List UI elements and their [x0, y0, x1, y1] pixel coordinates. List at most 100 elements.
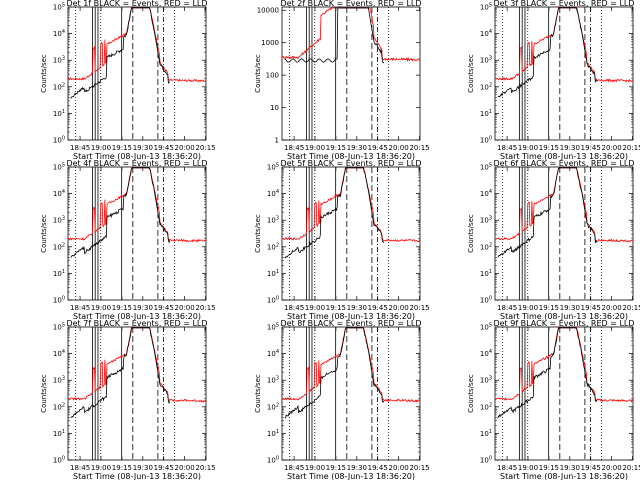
y-tick-label: 1	[275, 137, 279, 145]
panel-title: Det 6f BLACK = Events, RED = LLD	[493, 159, 634, 168]
x-tick-label: 19:30	[347, 464, 367, 472]
y-tick-label: 100	[53, 136, 65, 145]
x-tick-label: 19:00	[305, 144, 325, 152]
events-series-line	[284, 327, 385, 419]
y-axis-label: Counts/sec	[40, 54, 48, 93]
x-tick-label: 19:30	[560, 464, 580, 472]
x-tick-label: 20:15	[195, 304, 215, 312]
lld-series-line	[281, 7, 421, 62]
panel-title: Det 8f BLACK = Events, RED = LLD	[280, 319, 421, 328]
x-tick-label: 19:45	[581, 144, 601, 152]
panel-det-5: Det 5f BLACK = Events, RED = LLD 100 101 10…	[254, 159, 430, 321]
events-series-line	[284, 7, 385, 64]
x-axis-label: Start Time (08-Jun-13 18:36:20)	[500, 312, 628, 321]
y-tick-label: 104	[267, 189, 279, 198]
panel-title: Det 3f BLACK = Events, RED = LLD	[493, 0, 634, 8]
x-tick-label: 19:15	[326, 304, 346, 312]
x-tick-label: 20:15	[409, 464, 429, 472]
y-tick-label: 104	[267, 349, 279, 358]
x-tick-label: 19:45	[368, 144, 388, 152]
events-series-line	[497, 7, 598, 98]
x-tick-label: 19:45	[154, 464, 174, 472]
events-series-line	[497, 167, 598, 258]
y-tick-label: 103	[267, 376, 279, 385]
x-tick-label: 18:45	[70, 304, 90, 312]
x-tick-label: 19:15	[539, 144, 559, 152]
y-tick-label: 101	[480, 269, 492, 278]
events-series-line	[70, 167, 171, 258]
x-tick-label: 19:30	[133, 464, 153, 472]
y-tick-label: 101	[53, 109, 65, 118]
y-tick-label: 100	[480, 136, 492, 145]
y-tick-label: 102	[267, 242, 279, 251]
lld-series-line	[281, 327, 421, 403]
x-tick-label: 19:00	[518, 304, 538, 312]
x-tick-label: 19:30	[133, 304, 153, 312]
x-axis-label: Start Time (08-Jun-13 18:36:20)	[287, 312, 415, 321]
y-tick-label: 103	[480, 56, 492, 65]
x-tick-label: 19:00	[91, 464, 111, 472]
y-tick-label: 100	[267, 456, 279, 465]
panel-title: Det 1f BLACK = Events, RED = LLD	[66, 0, 207, 8]
panel-det-8: Det 8f BLACK = Events, RED = LLD 100 101 10…	[254, 319, 430, 480]
x-axis-label: Start Time (08-Jun-13 18:36:20)	[73, 312, 201, 321]
plot-frame	[494, 6, 634, 141]
y-tick-label: 103	[267, 216, 279, 225]
panel-det-4: Det 4f BLACK = Events, RED = LLD 100 101 10…	[40, 159, 216, 321]
lld-series-line	[281, 167, 421, 243]
y-tick-label: 105	[480, 3, 492, 12]
x-tick-label: 19:45	[368, 304, 388, 312]
panel-title: Det 2f BLACK = Events, RED = LLD	[280, 0, 421, 8]
y-tick-label: 102	[267, 402, 279, 411]
events-series-line	[70, 7, 170, 99]
y-tick-label: 105	[53, 163, 65, 172]
x-tick-label: 20:15	[195, 464, 215, 472]
x-axis-label: Start Time (08-Jun-13 18:36:20)	[500, 472, 628, 480]
y-axis-label: Counts/sec	[467, 54, 475, 93]
x-tick-label: 18:45	[497, 304, 517, 312]
panel-title: Det 9f BLACK = Events, RED = LLD	[493, 319, 634, 328]
x-tick-label: 18:45	[497, 144, 517, 152]
y-tick-label: 104	[480, 29, 492, 38]
y-axis-label: Counts/sec	[254, 214, 262, 253]
y-tick-label: 102	[480, 82, 492, 91]
x-tick-label: 20:00	[602, 144, 622, 152]
x-tick-label: 20:00	[389, 304, 409, 312]
y-axis-label: Counts/sec	[254, 374, 262, 413]
plot-frame	[281, 6, 421, 141]
x-tick-label: 18:45	[497, 464, 517, 472]
x-tick-label: 19:15	[326, 144, 346, 152]
plot-frame	[67, 6, 207, 141]
y-tick-label: 102	[480, 242, 492, 251]
y-tick-label: 100	[267, 296, 279, 305]
y-tick-label: 101	[267, 429, 279, 438]
y-tick-label: 104	[480, 349, 492, 358]
y-tick-label: 105	[267, 163, 279, 172]
y-tick-label: 101	[267, 269, 279, 278]
events-series-line	[284, 167, 385, 259]
y-tick-label: 1000	[261, 39, 279, 47]
lld-series-line	[67, 167, 207, 243]
y-tick-label: 104	[53, 29, 65, 38]
panel-det-1: Det 1f BLACK = Events, RED = LLD 100 101 10…	[40, 0, 216, 161]
y-tick-label: 100	[480, 296, 492, 305]
lld-series-line	[494, 327, 634, 403]
lld-series-line	[67, 327, 207, 403]
panel-title: Det 5f BLACK = Events, RED = LLD	[280, 159, 421, 168]
x-tick-label: 18:45	[284, 144, 304, 152]
lld-series-line	[494, 167, 634, 243]
x-tick-label: 19:30	[133, 144, 153, 152]
x-tick-label: 19:45	[581, 464, 601, 472]
x-axis-label: Start Time (08-Jun-13 18:36:20)	[287, 472, 415, 480]
x-tick-label: 19:45	[368, 464, 388, 472]
y-axis-label: Counts/sec	[467, 374, 475, 413]
x-tick-label: 20:00	[175, 144, 195, 152]
y-tick-label: 105	[53, 323, 65, 332]
y-tick-label: 100	[266, 72, 279, 80]
x-tick-label: 18:45	[284, 304, 304, 312]
y-tick-label: 102	[53, 402, 65, 411]
y-tick-label: 100	[53, 296, 65, 305]
y-tick-label: 100	[53, 456, 65, 465]
x-tick-label: 19:00	[91, 304, 111, 312]
y-tick-label: 102	[53, 242, 65, 251]
